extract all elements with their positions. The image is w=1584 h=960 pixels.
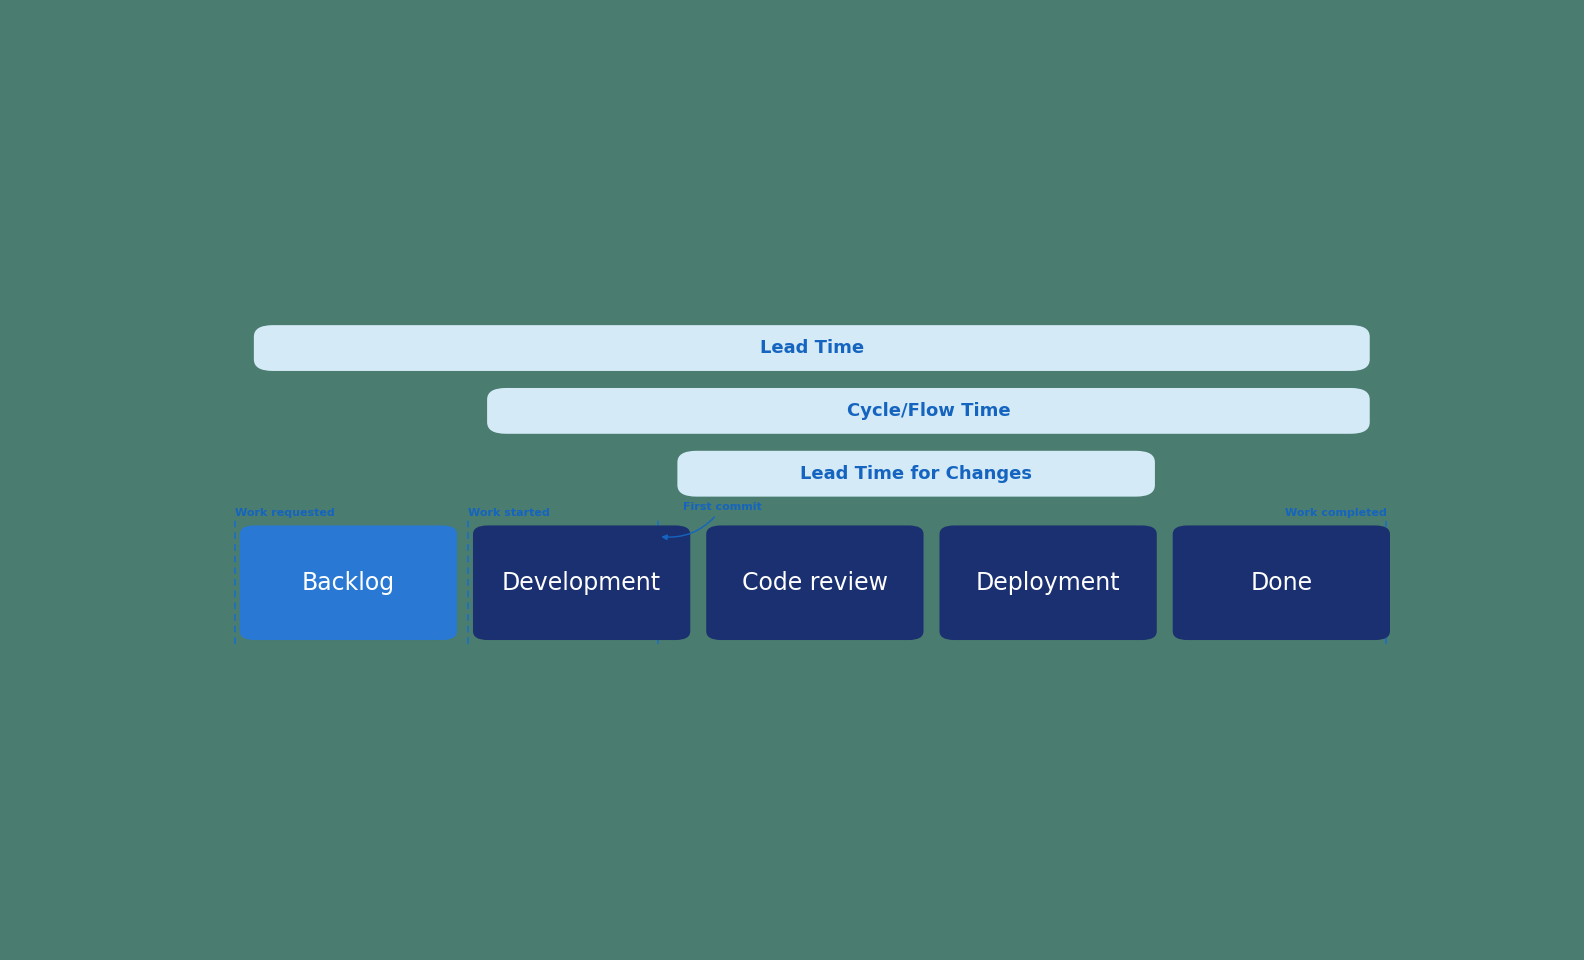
Text: Lead Time: Lead Time: [760, 339, 863, 357]
FancyBboxPatch shape: [706, 525, 923, 640]
FancyBboxPatch shape: [239, 525, 458, 640]
FancyBboxPatch shape: [678, 451, 1155, 496]
FancyBboxPatch shape: [939, 525, 1156, 640]
Text: Development: Development: [502, 571, 661, 595]
Text: Backlog: Backlog: [303, 571, 394, 595]
FancyBboxPatch shape: [1172, 525, 1391, 640]
Text: Lead Time for Changes: Lead Time for Changes: [800, 465, 1033, 483]
FancyBboxPatch shape: [488, 388, 1370, 434]
Text: Work completed: Work completed: [1285, 508, 1386, 518]
Text: Deployment: Deployment: [976, 571, 1120, 595]
FancyBboxPatch shape: [474, 525, 691, 640]
Text: Done: Done: [1250, 571, 1313, 595]
Text: Work requested: Work requested: [234, 508, 334, 518]
FancyBboxPatch shape: [253, 325, 1370, 371]
Text: Work started: Work started: [469, 508, 550, 518]
Text: First commit: First commit: [662, 502, 762, 540]
Text: Code review: Code review: [741, 571, 889, 595]
Text: Cycle/Flow Time: Cycle/Flow Time: [846, 402, 1011, 420]
